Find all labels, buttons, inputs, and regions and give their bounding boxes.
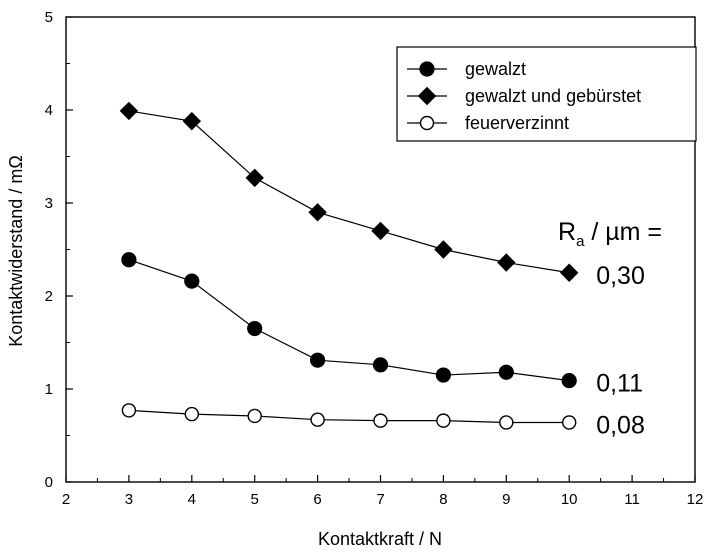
data-point xyxy=(498,364,514,380)
x-tick-label: 7 xyxy=(376,491,384,508)
data-point xyxy=(121,252,137,268)
roughness-value: 0,30 xyxy=(596,262,645,290)
data-point xyxy=(247,408,262,424)
y-tick-label: 2 xyxy=(45,288,53,305)
data-point xyxy=(497,253,516,272)
data-point xyxy=(247,320,263,337)
data-point xyxy=(561,373,577,389)
data-point xyxy=(308,203,327,222)
x-tick-label: 8 xyxy=(439,491,447,508)
x-tick-label: 6 xyxy=(313,491,321,508)
x-axis-title: Kontaktkraft / N xyxy=(318,529,442,549)
x-tick-label: 3 xyxy=(125,491,133,508)
series-0 xyxy=(121,252,577,389)
data-point xyxy=(373,413,388,428)
x-tick-label: 10 xyxy=(561,491,578,508)
x-tick-label: 11 xyxy=(624,491,640,508)
x-tick-label: 2 xyxy=(62,491,70,508)
roughness-value: 0,08 xyxy=(596,411,645,439)
data-point xyxy=(182,111,202,131)
series-line xyxy=(128,110,570,274)
legend: gewalzt gewalzt und gebürstet feuerverzinn… xyxy=(396,46,697,142)
y-tick-label: 0 xyxy=(45,474,53,491)
legend-marker xyxy=(419,115,435,131)
data-point xyxy=(435,367,451,383)
roughness-value: 0,11 xyxy=(596,370,643,398)
y-axis-title: Kontaktwiderstand / mΩ xyxy=(6,155,26,347)
x-tick-label: 5 xyxy=(251,491,259,508)
data-point xyxy=(184,273,200,289)
x-tick-label: 12 xyxy=(687,491,704,508)
data-point xyxy=(119,101,139,121)
roughness-annotations: Ra / µm = 0,30 0,11 0,08 xyxy=(558,218,662,439)
data-point xyxy=(310,352,326,368)
series-2 xyxy=(121,403,577,430)
data-point xyxy=(562,415,577,430)
data-point xyxy=(499,415,514,430)
x-tick-label: 9 xyxy=(502,491,510,508)
data-series xyxy=(119,101,579,430)
y-tick-label: 3 xyxy=(45,195,53,212)
data-point xyxy=(371,221,390,241)
data-point xyxy=(121,403,137,418)
series-line xyxy=(128,259,570,382)
legend-marker xyxy=(417,86,437,106)
roughness-heading: Ra / µm = xyxy=(558,218,662,250)
data-point xyxy=(372,357,389,373)
data-point xyxy=(436,413,451,428)
legend-label: feuerverzinnt xyxy=(465,113,569,133)
legend-label: gewalzt und gebürstet xyxy=(465,86,641,106)
legend-marker xyxy=(419,61,435,77)
data-point xyxy=(310,412,325,427)
y-tick-label: 5 xyxy=(45,9,53,26)
series-1 xyxy=(119,101,579,282)
y-tick-label: 1 xyxy=(45,381,53,398)
data-point xyxy=(245,168,264,188)
legend-label: gewalzt xyxy=(465,59,526,79)
series-line xyxy=(128,409,570,424)
x-tick-label: 4 xyxy=(188,491,196,508)
data-point xyxy=(559,263,579,282)
data-point xyxy=(434,240,453,259)
data-point xyxy=(184,406,200,422)
legend-box xyxy=(396,46,697,142)
y-tick-label: 4 xyxy=(45,102,53,119)
